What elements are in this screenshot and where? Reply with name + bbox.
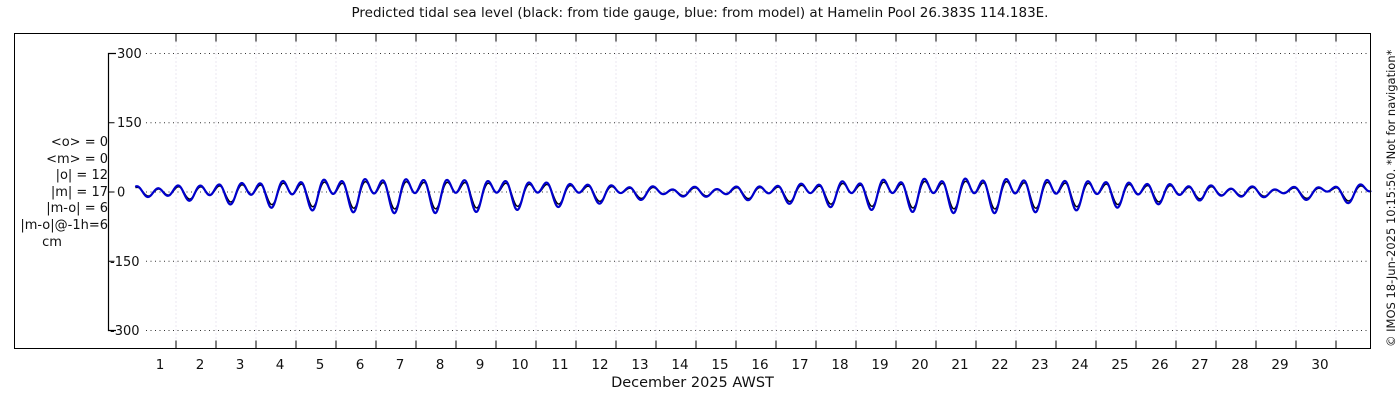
stat-line-mean-o: <o> = 0	[50, 135, 108, 150]
plot-frame	[14, 33, 1371, 349]
x-tick-label: 7	[396, 357, 405, 373]
y-axis-bracket	[107, 52, 116, 332]
stat-line-abs-m: |m| = 17	[50, 184, 108, 200]
x-tick-label: 20	[911, 357, 928, 373]
x-tick-label: 4	[276, 357, 285, 373]
stat-line-abs-o: |o| = 12	[55, 168, 108, 184]
x-tick-label: 27	[1191, 357, 1208, 373]
y-tick-label: 0	[117, 186, 125, 201]
x-tick-label: 9	[476, 357, 485, 373]
x-tick-label: 22	[991, 357, 1008, 373]
x-tick-label: 5	[316, 357, 325, 373]
x-tick-label: 26	[1151, 357, 1168, 373]
x-tick-label: 15	[711, 357, 728, 373]
stat-line-abs-mo: |m-o| = 6	[46, 201, 108, 217]
x-tick-label: 14	[671, 357, 688, 373]
stats-block: <o> = 0 <m> = 0 |o| = 12 |m| = 17 |m-o| …	[14, 135, 108, 251]
stats-units-label: cm	[42, 234, 62, 250]
y-tick-label: -150	[110, 255, 140, 270]
x-tick-label: 24	[1071, 357, 1088, 373]
x-tick-label: 17	[791, 357, 808, 373]
x-tick-label: 23	[1031, 357, 1048, 373]
x-axis-title: December 2025 AWST	[611, 375, 774, 391]
x-tick-label: 28	[1231, 357, 1248, 373]
x-tick-label: 3	[236, 357, 245, 373]
x-tick-label: 16	[751, 357, 768, 373]
x-tick-label: 29	[1271, 357, 1288, 373]
x-tick-label: 2	[196, 357, 205, 373]
model-tide-curve	[134, 177, 1372, 215]
y-tick-label: 150	[117, 116, 142, 131]
y-tick-label: 300	[117, 47, 142, 62]
stat-line-abs-mo-lag: |m-o|@-1h=6	[20, 217, 108, 233]
x-tick-label: 12	[591, 357, 608, 373]
x-tick-label: 19	[871, 357, 888, 373]
x-tick-label: 6	[356, 357, 365, 373]
x-tick-label: 18	[831, 357, 848, 373]
x-tick-label: 30	[1311, 357, 1328, 373]
stat-line-mean-m: <m> = 0	[46, 151, 108, 167]
x-tick-label: 13	[631, 357, 648, 373]
y-tick-label: -300	[110, 324, 140, 339]
x-tick-label: 21	[951, 357, 968, 373]
x-tick-label: 10	[511, 357, 528, 373]
x-tick-label: 1	[156, 357, 165, 373]
x-tick-label: 11	[551, 357, 568, 373]
x-tick-label: 8	[436, 357, 445, 373]
x-tick-label: 25	[1111, 357, 1128, 373]
chart-title: Predicted tidal sea level (black: from t…	[351, 5, 1049, 21]
copyright-watermark: © IMOS 18-Jun-2025 10:15:50. *Not for na…	[1384, 49, 1398, 347]
